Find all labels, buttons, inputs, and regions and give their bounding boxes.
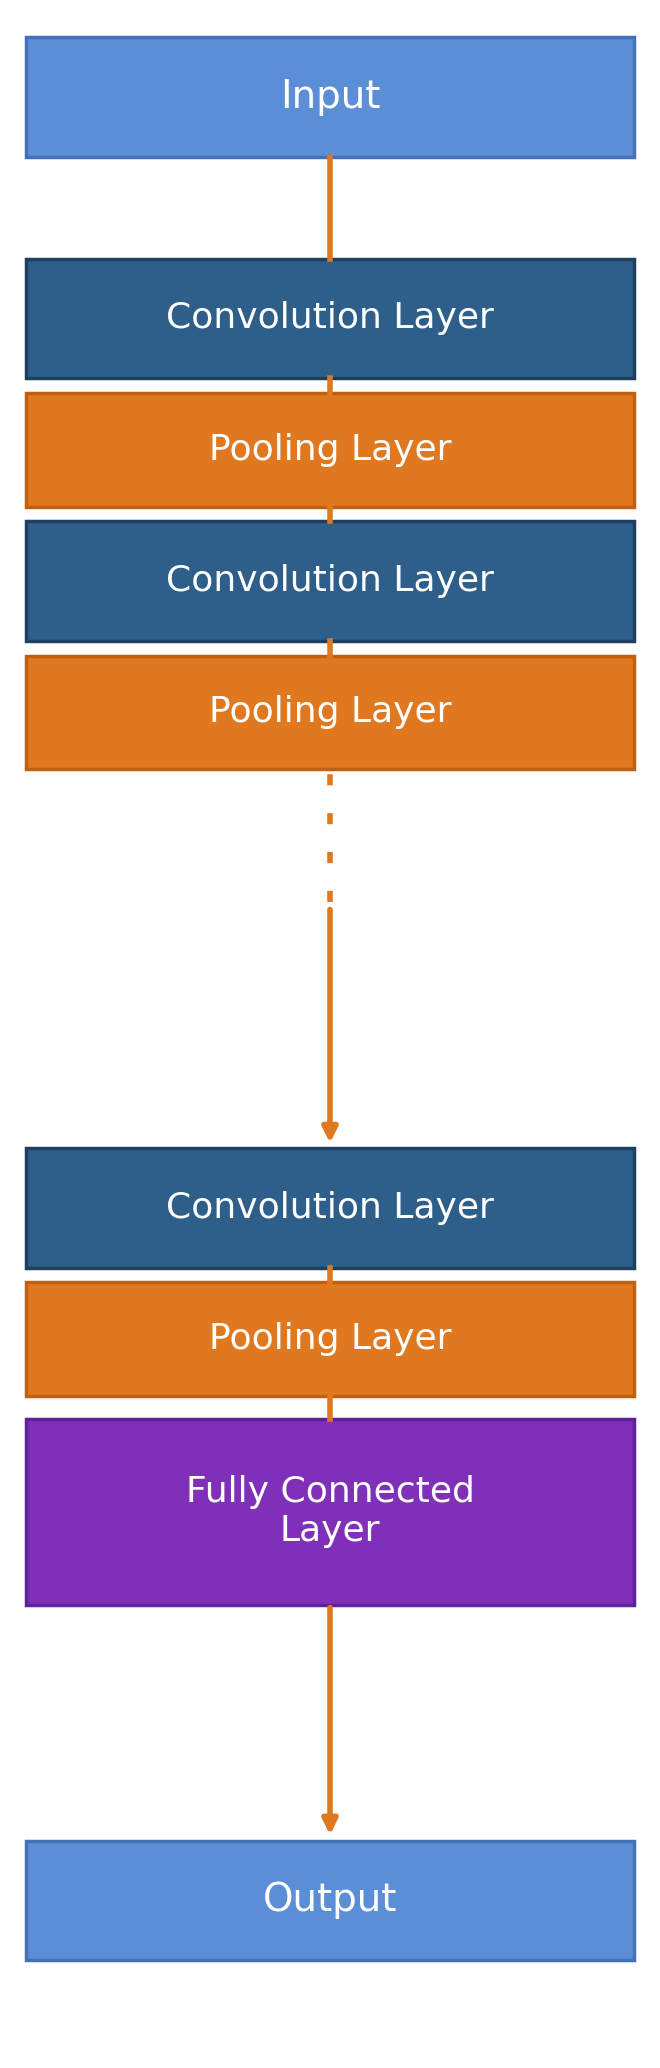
Text: Convolution Layer: Convolution Layer (166, 302, 494, 335)
Bar (26, 1841, 634, 1960)
Text: Pooling Layer: Pooling Layer (209, 432, 451, 467)
Text: Fully Connected
Layer: Fully Connected Layer (185, 1474, 475, 1549)
Text: Input: Input (280, 79, 380, 116)
Bar (26, 258, 634, 378)
Text: Pooling Layer: Pooling Layer (209, 695, 451, 730)
Bar (26, 656, 634, 769)
Text: Convolution Layer: Convolution Layer (166, 1191, 494, 1224)
Bar (26, 393, 634, 507)
Bar (26, 1282, 634, 1396)
Bar (26, 1419, 634, 1605)
Bar (26, 1148, 634, 1268)
Bar (26, 521, 634, 641)
Text: Convolution Layer: Convolution Layer (166, 565, 494, 598)
Bar (26, 37, 634, 157)
Text: Pooling Layer: Pooling Layer (209, 1321, 451, 1357)
Text: Output: Output (263, 1882, 397, 1919)
